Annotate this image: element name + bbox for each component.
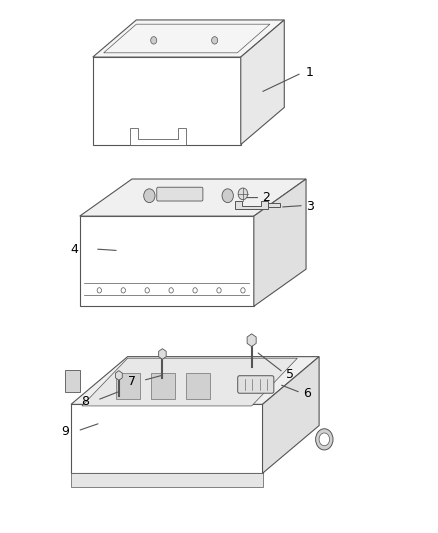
Polygon shape xyxy=(268,203,280,207)
Circle shape xyxy=(212,37,218,44)
Polygon shape xyxy=(254,179,306,306)
Polygon shape xyxy=(65,370,80,392)
Polygon shape xyxy=(116,373,140,399)
Text: 4: 4 xyxy=(70,243,78,255)
Text: 8: 8 xyxy=(81,394,89,408)
FancyBboxPatch shape xyxy=(157,187,203,201)
Text: 5: 5 xyxy=(286,368,293,381)
Polygon shape xyxy=(71,405,262,473)
Polygon shape xyxy=(82,358,297,406)
Circle shape xyxy=(97,288,102,293)
Circle shape xyxy=(217,288,221,293)
Text: 3: 3 xyxy=(306,199,314,213)
Circle shape xyxy=(121,288,125,293)
Circle shape xyxy=(151,37,157,44)
Text: 1: 1 xyxy=(306,66,314,79)
Polygon shape xyxy=(151,373,175,399)
Circle shape xyxy=(222,189,233,203)
Circle shape xyxy=(238,188,248,200)
Polygon shape xyxy=(130,127,186,144)
Polygon shape xyxy=(80,216,254,306)
Circle shape xyxy=(241,288,245,293)
Polygon shape xyxy=(71,473,262,487)
Polygon shape xyxy=(80,179,306,216)
Text: 2: 2 xyxy=(262,191,270,204)
Polygon shape xyxy=(235,201,268,209)
Text: 7: 7 xyxy=(127,375,136,388)
Circle shape xyxy=(319,433,329,446)
Circle shape xyxy=(193,288,197,293)
Circle shape xyxy=(316,429,333,450)
Circle shape xyxy=(144,189,155,203)
Circle shape xyxy=(145,288,149,293)
Polygon shape xyxy=(241,20,284,144)
Polygon shape xyxy=(93,57,241,144)
Text: 6: 6 xyxy=(303,387,311,400)
Circle shape xyxy=(169,288,173,293)
Text: 9: 9 xyxy=(61,425,69,439)
Polygon shape xyxy=(262,357,319,473)
Polygon shape xyxy=(93,20,284,57)
FancyBboxPatch shape xyxy=(238,376,274,393)
Polygon shape xyxy=(71,357,319,405)
Polygon shape xyxy=(186,373,210,399)
